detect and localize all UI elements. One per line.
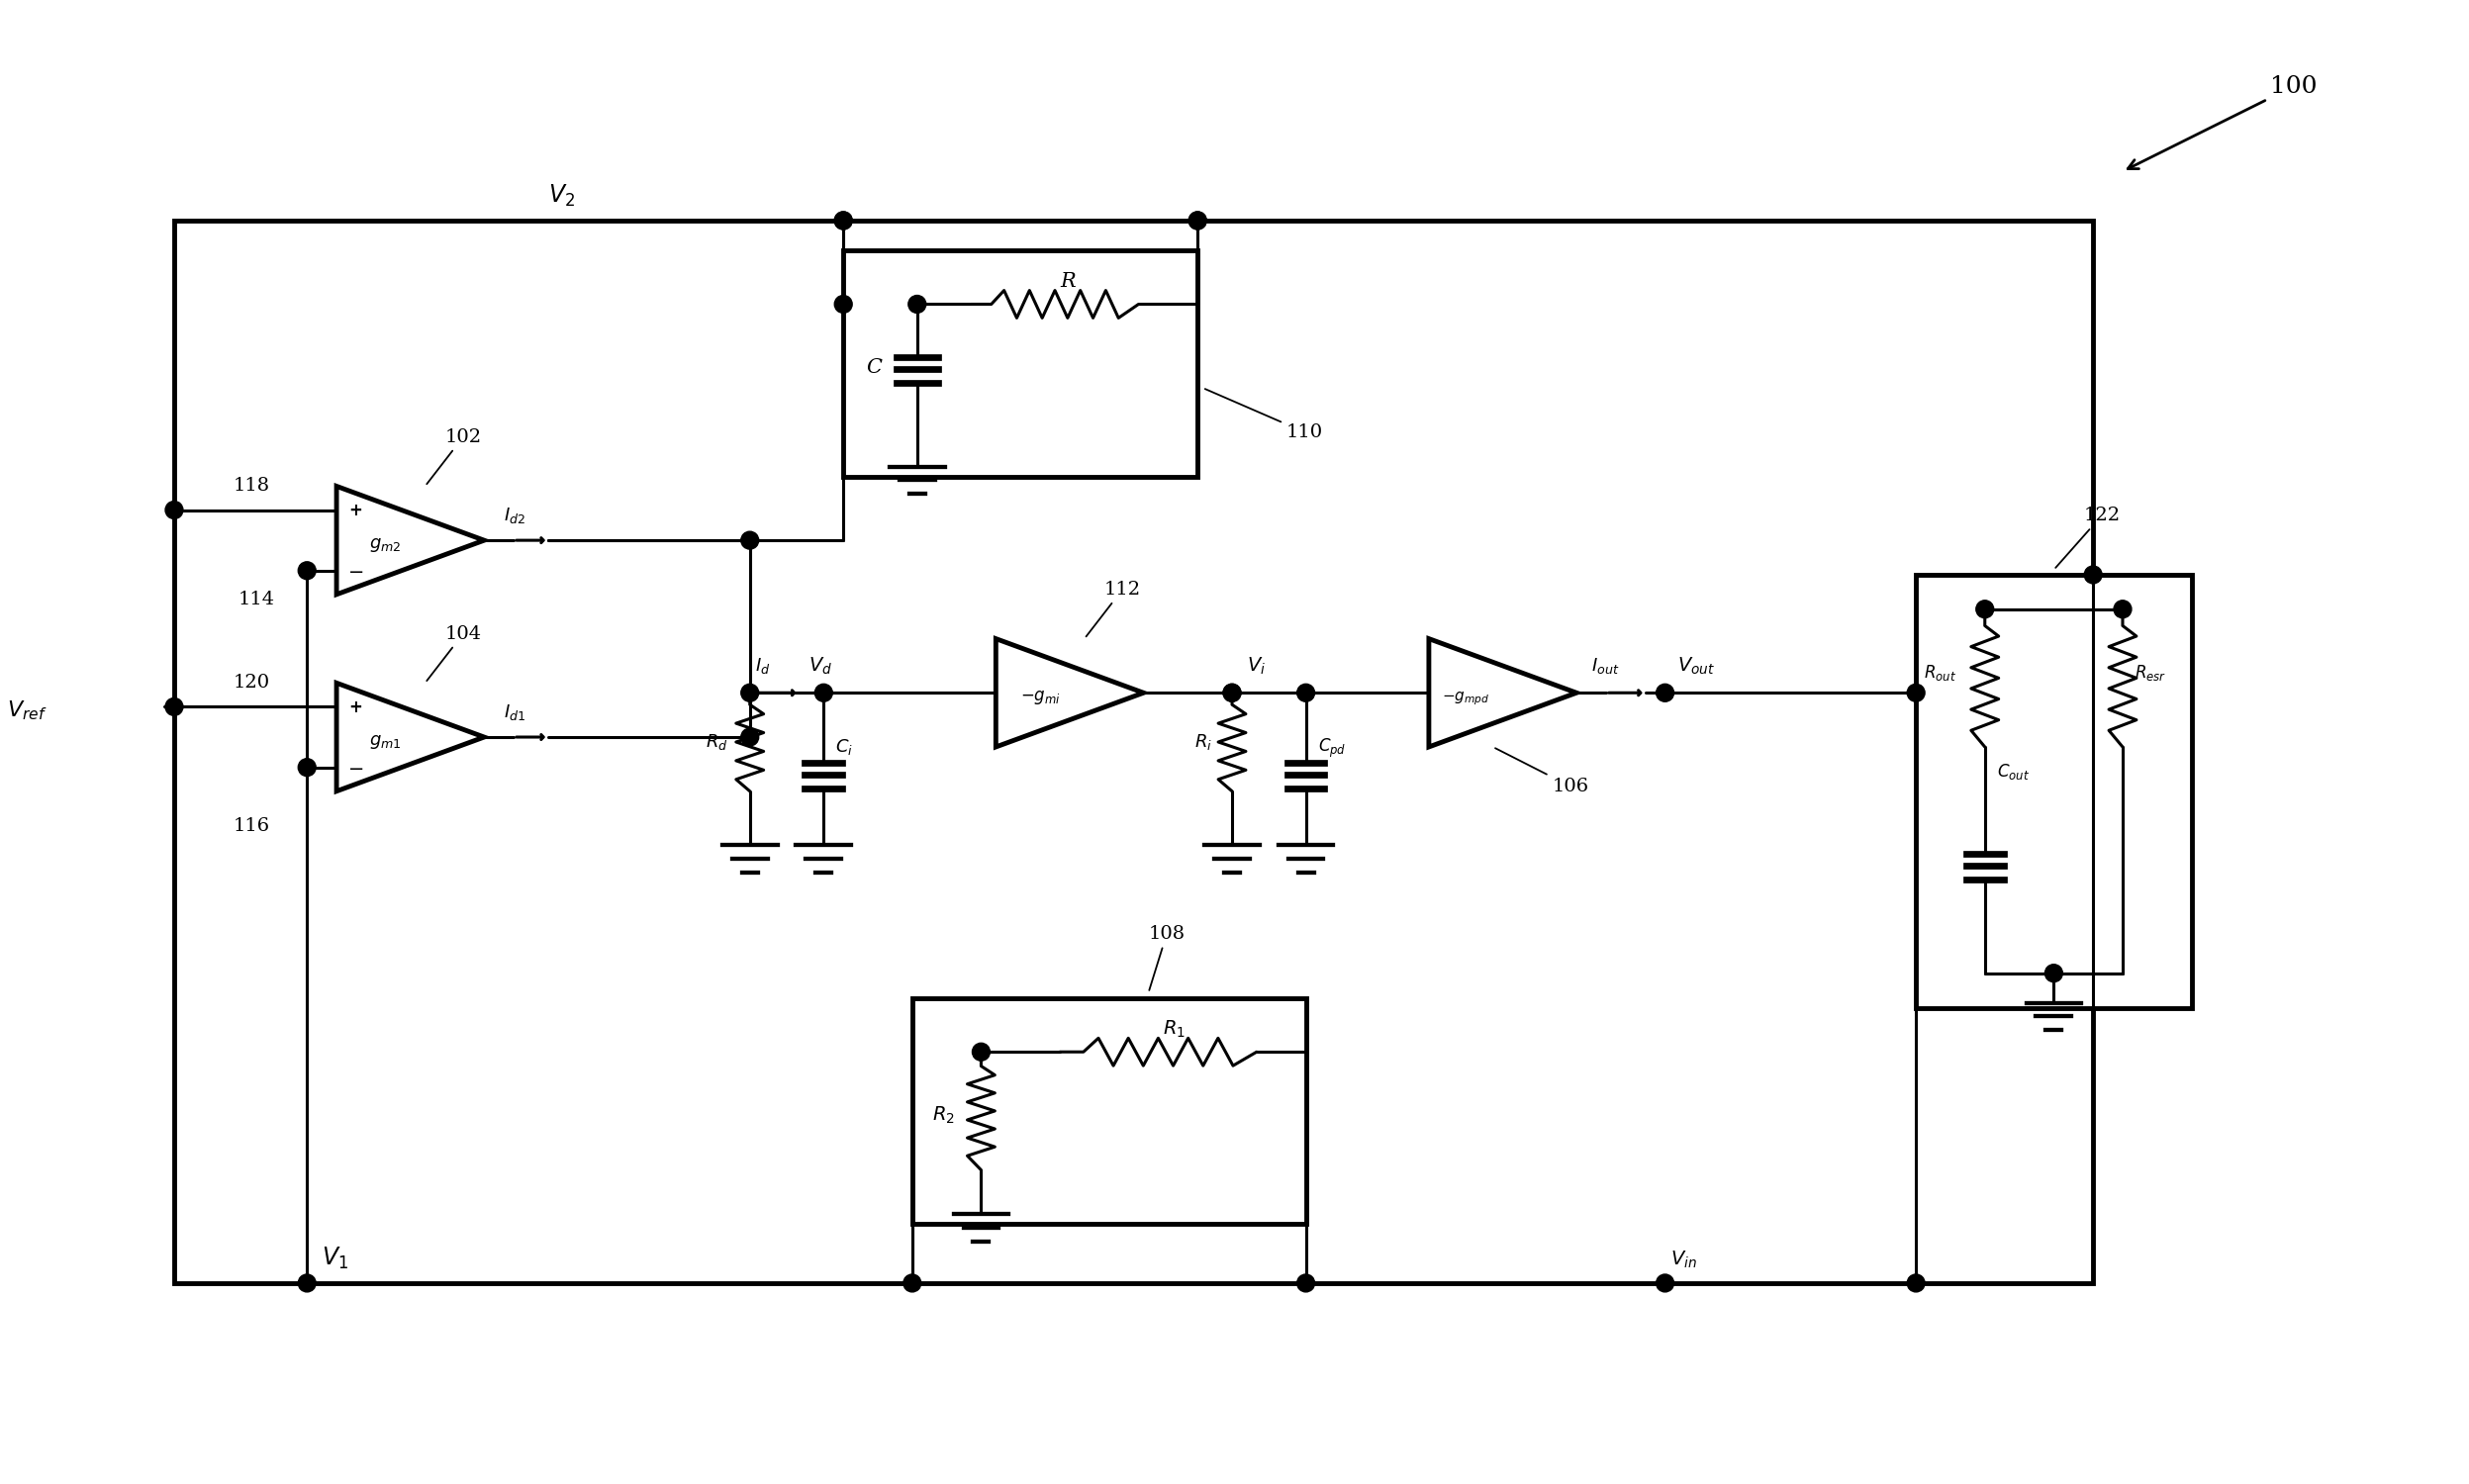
Circle shape [1296,1275,1314,1293]
Circle shape [835,295,852,313]
Text: $R_2$: $R_2$ [931,1106,956,1126]
Circle shape [1296,684,1314,702]
Text: $V_i$: $V_i$ [1247,656,1267,677]
Circle shape [835,212,852,230]
Text: 106: 106 [1496,748,1588,795]
Text: +: + [348,502,363,519]
Text: C: C [867,358,881,377]
Circle shape [904,1275,921,1293]
Circle shape [2084,565,2101,583]
Text: $V_2$: $V_2$ [548,183,575,209]
Text: 100: 100 [2128,74,2318,169]
Text: 114: 114 [237,591,274,608]
Text: 112: 112 [1086,580,1141,637]
Circle shape [165,502,183,519]
Text: $R_{out}$: $R_{out}$ [1923,663,1955,683]
Text: $I_{d1}$: $I_{d1}$ [504,702,526,723]
Text: $V_{out}$: $V_{out}$ [1676,656,1713,677]
Text: 102: 102 [427,427,481,484]
Text: −: − [348,760,365,779]
Circle shape [299,758,316,776]
Text: $I_d$: $I_d$ [756,656,770,677]
Circle shape [1188,212,1207,230]
Circle shape [1975,601,1995,617]
Circle shape [1906,684,1926,702]
Text: 110: 110 [1205,389,1323,441]
Text: R: R [1059,272,1076,291]
Text: $C_{pd}$: $C_{pd}$ [1318,736,1346,760]
Text: $C_{out}$: $C_{out}$ [1997,761,2030,782]
Text: $g_{m2}$: $g_{m2}$ [368,536,400,554]
Text: $C_i$: $C_i$ [835,738,854,757]
Circle shape [741,531,758,549]
Text: +: + [348,699,363,717]
Circle shape [1906,1275,1926,1293]
Circle shape [909,295,926,313]
Text: $g_{m1}$: $g_{m1}$ [368,733,402,751]
Text: $-g_{mpd}$: $-g_{mpd}$ [1442,690,1489,708]
Circle shape [835,212,852,230]
Circle shape [815,684,832,702]
Text: $V_{in}$: $V_{in}$ [1669,1250,1696,1270]
Text: 120: 120 [232,674,269,692]
Text: $V_d$: $V_d$ [810,656,832,677]
Circle shape [1222,684,1242,702]
Text: $I_{out}$: $I_{out}$ [1590,656,1620,677]
Circle shape [1222,684,1242,702]
Bar [1916,574,2192,1008]
Circle shape [2113,601,2131,617]
Text: $R_{esr}$: $R_{esr}$ [2133,663,2165,683]
Bar [844,251,1197,476]
Text: 118: 118 [232,478,269,496]
Text: −: − [348,562,365,582]
Text: $-g_{mi}$: $-g_{mi}$ [1020,689,1062,706]
Text: $V_{ref}$: $V_{ref}$ [7,699,47,723]
Text: $V_1$: $V_1$ [321,1245,348,1272]
Circle shape [1657,1275,1674,1293]
Bar [911,997,1306,1224]
Circle shape [165,697,183,715]
Text: 116: 116 [232,816,269,834]
Bar [175,221,2094,1284]
Text: 104: 104 [427,625,481,681]
Circle shape [299,1275,316,1293]
Circle shape [2044,965,2062,982]
Circle shape [1657,684,1674,702]
Circle shape [741,729,758,746]
Text: $R_i$: $R_i$ [1195,732,1212,752]
Text: 108: 108 [1148,925,1185,990]
Text: 122: 122 [2057,508,2121,568]
Text: $R_1$: $R_1$ [1163,1018,1185,1039]
Text: $I_{d2}$: $I_{d2}$ [504,506,526,525]
Text: $R_d$: $R_d$ [706,732,728,752]
Circle shape [299,562,316,579]
Circle shape [741,684,758,702]
Circle shape [1188,212,1207,230]
Circle shape [973,1043,990,1061]
